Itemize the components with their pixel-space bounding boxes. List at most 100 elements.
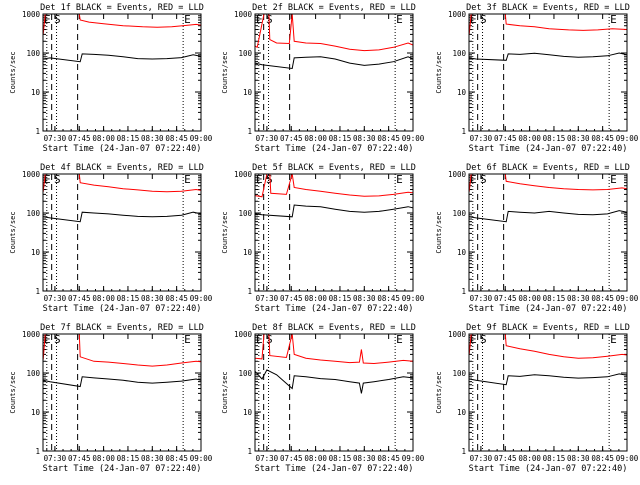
x-tick-label: 08:45	[377, 134, 400, 143]
y-tick-label: 10	[31, 88, 41, 97]
x-tick-label: 08:30	[567, 294, 590, 303]
y-axis-label: Counts/sec	[221, 51, 229, 93]
plot-frame	[468, 173, 628, 292]
x-tick-label: 07:30	[44, 454, 67, 463]
panel-title: Det 7f BLACK = Events, RED = LLD	[40, 323, 204, 333]
y-tick-label: 10	[457, 408, 467, 417]
y-axis-label: Counts/sec	[9, 371, 17, 413]
series-events-line	[254, 369, 414, 394]
series-lld-line	[255, 173, 414, 198]
x-tick-label: 08:00	[92, 134, 115, 143]
y-tick-label: 100	[26, 209, 40, 218]
y-tick-label: 10	[243, 248, 253, 257]
x-axis-label: Start Time (24-Jan-07 07:22:40)	[469, 464, 628, 474]
x-axis-label: Start Time (24-Jan-07 07:22:40)	[43, 144, 202, 154]
x-tick-label: 08:00	[518, 134, 541, 143]
y-tick-label: 1	[35, 447, 40, 456]
x-tick-label: 07:30	[470, 294, 493, 303]
panel-title: Det 5f BLACK = Events, RED = LLD	[252, 163, 416, 173]
y-tick-label: 1	[247, 447, 252, 456]
panel-title: Det 8f BLACK = Events, RED = LLD	[252, 323, 416, 333]
panel-title: Det 9f BLACK = Events, RED = LLD	[466, 323, 630, 333]
plot-frame	[468, 13, 628, 132]
annotation-e: E	[610, 13, 617, 26]
series-lld-line	[468, 13, 628, 35]
x-axis-label: Start Time (24-Jan-07 07:22:40)	[43, 304, 202, 314]
x-tick-label: 09:00	[616, 454, 639, 463]
annotation-e: E	[44, 173, 51, 186]
x-tick-label: 07:45	[280, 454, 303, 463]
x-tick-label: 08:00	[304, 134, 327, 143]
annotation-e: E	[610, 173, 617, 186]
x-tick-label: 07:30	[470, 454, 493, 463]
y-tick-label: 10	[31, 248, 41, 257]
series-events-line	[469, 210, 628, 223]
x-tick-label: 07:30	[256, 454, 279, 463]
y-tick-label: 1000	[22, 330, 41, 339]
series-lld-line	[254, 13, 414, 52]
x-tick-label: 07:45	[280, 134, 303, 143]
y-tick-label: 1	[35, 127, 40, 136]
series-events-line	[43, 376, 202, 388]
y-tick-label: 1000	[234, 330, 253, 339]
x-tick-label: 08:45	[591, 134, 614, 143]
series-lld-line	[468, 173, 628, 192]
x-tick-label: 07:45	[68, 454, 91, 463]
annotation-s: S	[480, 333, 487, 346]
x-tick-label: 08:45	[377, 294, 400, 303]
annotation-s: S	[54, 333, 61, 346]
x-tick-label: 08:30	[353, 134, 376, 143]
plot-frame	[254, 333, 414, 452]
y-tick-label: 1000	[448, 170, 467, 179]
y-axis-label: Counts/sec	[435, 51, 443, 93]
x-axis-label: Start Time (24-Jan-07 07:22:40)	[255, 144, 414, 154]
y-tick-label: 1	[461, 127, 466, 136]
plot-frame	[254, 173, 414, 292]
annotation-e: E	[44, 13, 51, 26]
x-tick-label: 08:15	[329, 134, 352, 143]
panel-title: Det 3f BLACK = Events, RED = LLD	[466, 3, 630, 13]
x-tick-label: 08:15	[117, 294, 140, 303]
x-tick-label: 08:30	[141, 454, 164, 463]
x-tick-label: 08:30	[353, 454, 376, 463]
series-events-line	[469, 373, 628, 386]
y-tick-label: 100	[26, 49, 40, 58]
x-tick-label: 09:00	[402, 294, 425, 303]
annotation-e: E	[184, 173, 191, 186]
x-tick-label: 08:00	[92, 454, 115, 463]
plot-frame	[468, 333, 628, 452]
plot-frame	[42, 13, 202, 132]
x-tick-label: 09:00	[616, 294, 639, 303]
y-axis-label: Counts/sec	[221, 211, 229, 253]
y-tick-label: 100	[452, 209, 466, 218]
y-axis-label: Counts/sec	[221, 371, 229, 413]
x-tick-label: 08:45	[165, 454, 188, 463]
chart-panel-9: Det 9f BLACK = Events, RED = LLD Start Ti…	[435, 323, 639, 474]
annotation-s: S	[266, 173, 273, 186]
y-tick-label: 1000	[234, 170, 253, 179]
x-tick-label: 08:15	[117, 134, 140, 143]
x-tick-label: 08:15	[543, 294, 566, 303]
x-tick-label: 07:45	[68, 294, 91, 303]
series-lld-line	[42, 173, 202, 193]
y-tick-label: 1	[35, 287, 40, 296]
x-axis-label: Start Time (24-Jan-07 07:22:40)	[255, 304, 414, 314]
x-tick-label: 08:30	[141, 294, 164, 303]
x-tick-label: 07:45	[68, 134, 91, 143]
x-tick-label: 09:00	[402, 134, 425, 143]
series-lld-line	[255, 333, 414, 365]
y-axis-label: Counts/sec	[9, 211, 17, 253]
x-tick-label: 08:15	[543, 134, 566, 143]
plot-frame	[42, 173, 202, 292]
series-lld-line	[42, 13, 202, 35]
x-tick-label: 08:00	[518, 454, 541, 463]
x-tick-label: 08:45	[165, 134, 188, 143]
panel-title: Det 4f BLACK = Events, RED = LLD	[40, 163, 204, 173]
x-tick-label: 08:15	[117, 454, 140, 463]
x-tick-label: 08:45	[591, 294, 614, 303]
chart-panel-3: Det 3f BLACK = Events, RED = LLD Start Ti…	[435, 3, 639, 154]
x-tick-label: 08:15	[329, 454, 352, 463]
x-tick-label: 08:00	[304, 454, 327, 463]
y-tick-label: 10	[243, 88, 253, 97]
